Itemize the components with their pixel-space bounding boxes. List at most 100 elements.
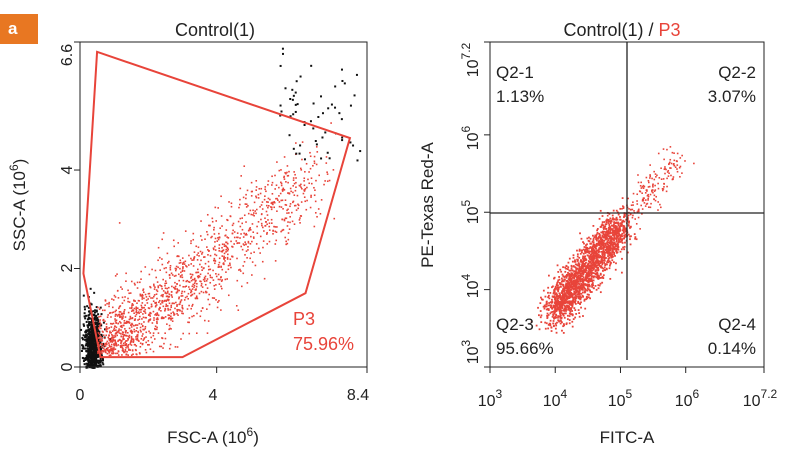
gated-event [123,309,126,311]
gated-event [280,181,282,184]
gated-event [127,297,129,300]
event-point [564,293,567,295]
gated-event [140,308,143,311]
gated-event [112,352,114,355]
gated-event [267,219,269,221]
gated-event [289,203,292,205]
ungated-event [81,338,84,341]
gated-event [259,235,262,238]
gated-event [181,270,184,273]
event-point [548,302,551,304]
event-point [673,163,675,165]
gated-event [135,345,138,347]
p3-gate-polygon [82,50,352,359]
event-point [618,240,620,243]
ungated-event [84,334,87,337]
gated-event [131,303,134,305]
gated-event [220,250,222,253]
event-point [603,257,606,260]
event-point [557,287,560,290]
gated-event [139,294,142,297]
gated-event [167,314,170,316]
event-point [575,295,578,298]
gated-event [105,334,108,337]
gated-event [251,274,253,276]
event-point [564,292,566,295]
gated-event [178,296,180,299]
gated-event [227,294,230,297]
gated-event [193,278,196,281]
gated-event [144,348,147,351]
event-point [597,254,600,256]
event-point [564,306,566,308]
gated-event [309,167,312,170]
event-point [574,288,577,291]
event-point [619,216,621,218]
gated-event [113,343,115,345]
event-point [617,221,619,224]
event-point [601,259,604,262]
gated-event [226,242,229,245]
gated-event [290,190,292,193]
gated-event [249,229,252,231]
event-point [666,148,668,151]
gated-event [110,339,113,342]
event-point [553,312,556,315]
gated-event [103,344,105,347]
gated-event [114,339,116,341]
event-point [589,269,592,272]
ungated-event [90,321,93,324]
event-point [562,302,565,305]
gated-event [123,310,125,313]
event-point [587,296,590,299]
event-point [600,236,602,239]
gated-event [241,248,244,251]
event-point [566,295,569,298]
gated-event [244,234,247,236]
event-point [597,250,600,253]
event-point [569,302,572,305]
gated-event [153,284,155,287]
ungated-event [97,364,100,367]
ungated-event [95,343,98,346]
gated-event [129,317,132,319]
gated-event [180,292,183,295]
event-point [626,220,629,222]
event-point [588,264,591,267]
event-point [608,245,611,247]
event-point [566,306,569,308]
event-point [569,269,572,272]
event-point [581,262,584,265]
event-point [613,237,616,239]
gated-event [119,346,122,349]
event-point [678,166,681,169]
gated-event [196,254,198,256]
gated-event [169,343,172,346]
gated-event [167,286,170,289]
event-point [610,243,613,246]
gated-event [140,270,142,273]
event-point [660,206,662,209]
outlier-event [321,136,324,139]
gated-event [161,301,164,304]
gated-event [302,192,305,195]
event-point [582,283,585,286]
event-point [544,327,547,330]
event-point [587,274,589,276]
event-point [558,278,561,281]
event-point [642,197,645,199]
event-point [661,187,664,190]
ungated-event [89,330,92,333]
event-point [617,224,620,227]
ungated-event [89,347,92,350]
gated-event [182,285,185,288]
ungated-event [93,331,96,334]
gated-event [181,310,183,313]
gated-event [213,284,215,287]
ungated-event [92,336,95,339]
gated-event [250,181,253,184]
gated-event [99,319,101,321]
gated-event [135,324,137,326]
event-point [593,250,596,253]
gated-event [100,350,103,352]
